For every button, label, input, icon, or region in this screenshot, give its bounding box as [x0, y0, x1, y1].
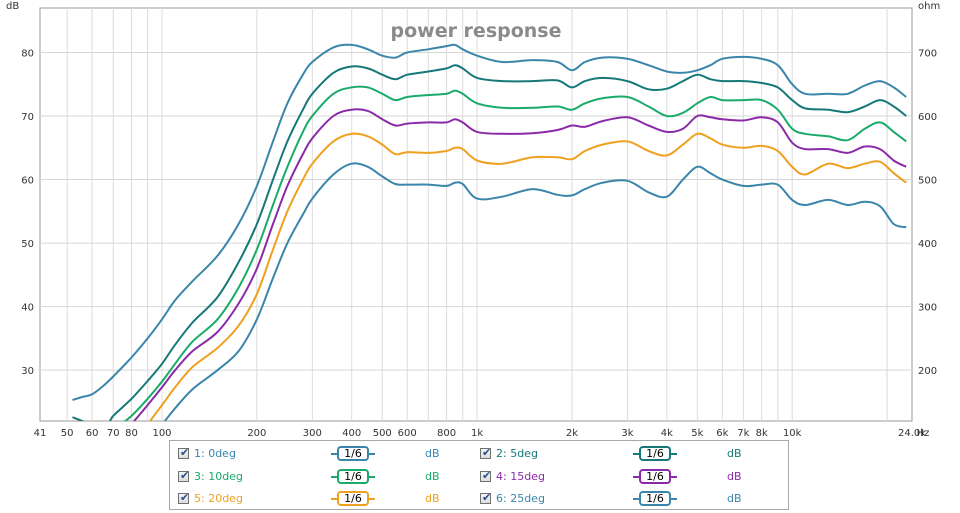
smoothing-label: 1/6 [639, 469, 671, 484]
y-tick-label: 80 [21, 48, 34, 59]
x-tick-label: 3k [621, 428, 633, 439]
legend-label: 5: 20deg [194, 492, 243, 505]
y2-unit-label: ohm [918, 1, 940, 12]
x-tick-label: 7k [737, 428, 749, 439]
legend-label: 3: 10deg [194, 470, 243, 483]
series-line-6[interactable] [155, 162, 907, 428]
x-tick-label: 2k [566, 428, 578, 439]
smoothing-button[interactable]: 1/6 [331, 491, 375, 507]
y2-tick-label: 600 [918, 112, 937, 123]
legend-label: 1: 0deg [194, 447, 236, 460]
unit-label: dB [425, 492, 440, 505]
y-unit-label: dB [6, 1, 19, 12]
y2-tick-label: 400 [918, 239, 937, 250]
series-line-3[interactable] [117, 85, 907, 428]
y-tick-label: 60 [21, 176, 34, 187]
x-unit-label: Hz [917, 428, 930, 439]
series-line-4[interactable] [132, 108, 907, 424]
smoothing-label: 1/6 [337, 491, 369, 506]
x-tick-label: 100 [152, 428, 171, 439]
x-tick-label: 1k [471, 428, 483, 439]
x-tick-label: 41 [34, 428, 47, 439]
smoothing-button[interactable]: 1/6 [331, 446, 375, 462]
checkbox[interactable]: ✔ [178, 446, 190, 459]
y2-tick-label: 700 [918, 48, 937, 59]
smoothing-button[interactable]: 1/6 [633, 446, 677, 462]
smoothing-label: 1/6 [337, 446, 369, 461]
smoothing-button[interactable]: 1/6 [633, 469, 677, 485]
x-tick-label: 600 [398, 428, 417, 439]
y-tick-label: 40 [21, 303, 34, 314]
legend-row: ✔ 3: 10deg 1/6 dB ✔ 4: 15deg 1/6 dB [170, 467, 788, 487]
x-tick-label: 10k [783, 428, 802, 439]
unit-label: dB [727, 447, 742, 460]
smoothing-label: 1/6 [337, 469, 369, 484]
y2-tick-label: 300 [918, 303, 937, 314]
x-tick-label: 50 [61, 428, 74, 439]
unit-label: dB [727, 492, 742, 505]
x-tick-label: 300 [303, 428, 322, 439]
x-tick-label: 4k [661, 428, 673, 439]
power-response-chart[interactable]: power response 41 50 60 70 80 100 200 300 400 500 6… [0, 0, 960, 440]
x-tick-label: 6k [716, 428, 728, 439]
smoothing-button[interactable]: 1/6 [331, 469, 375, 485]
legend-row: ✔ 5: 20deg 1/6 dB ✔ 6: 25deg 1/6 dB [170, 489, 788, 509]
legend-label: 4: 15deg [496, 470, 545, 483]
legend-panel: ✔ 1: 0deg 1/6 dB ✔ 2: 5deg 1/6 dB ✔ 3: 1… [169, 440, 789, 510]
checkbox[interactable]: ✔ [178, 469, 190, 482]
series-line-1[interactable] [72, 43, 907, 401]
x-tick-label: 5k [691, 428, 703, 439]
checkbox[interactable]: ✔ [480, 469, 492, 482]
series-line-2[interactable] [72, 64, 907, 427]
x-tick-label: 24.0k [898, 428, 926, 439]
smoothing-label: 1/6 [639, 446, 671, 461]
legend-row: ✔ 1: 0deg 1/6 dB ✔ 2: 5deg 1/6 dB [170, 444, 788, 464]
legend-label: 6: 25deg [496, 492, 545, 505]
chart-title: power response [390, 20, 561, 42]
legend-label: 2: 5deg [496, 447, 538, 460]
x-tick-label: 400 [342, 428, 361, 439]
smoothing-label: 1/6 [639, 491, 671, 506]
series-line-5[interactable] [148, 132, 907, 425]
x-tick-label: 60 [86, 428, 99, 439]
checkbox[interactable]: ✔ [480, 446, 492, 459]
x-tick-label: 80 [125, 428, 138, 439]
checkbox[interactable]: ✔ [178, 491, 190, 504]
y2-tick-label: 500 [918, 176, 937, 187]
smoothing-button[interactable]: 1/6 [633, 491, 677, 507]
y2-tick-label: 200 [918, 366, 937, 377]
x-tick-label: 800 [437, 428, 456, 439]
unit-label: dB [727, 470, 742, 483]
y-tick-label: 70 [21, 112, 34, 123]
unit-label: dB [425, 470, 440, 483]
x-tick-label: 200 [247, 428, 266, 439]
y-tick-label: 50 [21, 239, 34, 250]
unit-label: dB [425, 447, 440, 460]
x-tick-label: 500 [373, 428, 392, 439]
x-tick-label: 8k [756, 428, 768, 439]
checkbox[interactable]: ✔ [480, 491, 492, 504]
x-tick-label: 70 [107, 428, 120, 439]
y-tick-label: 30 [21, 366, 34, 377]
